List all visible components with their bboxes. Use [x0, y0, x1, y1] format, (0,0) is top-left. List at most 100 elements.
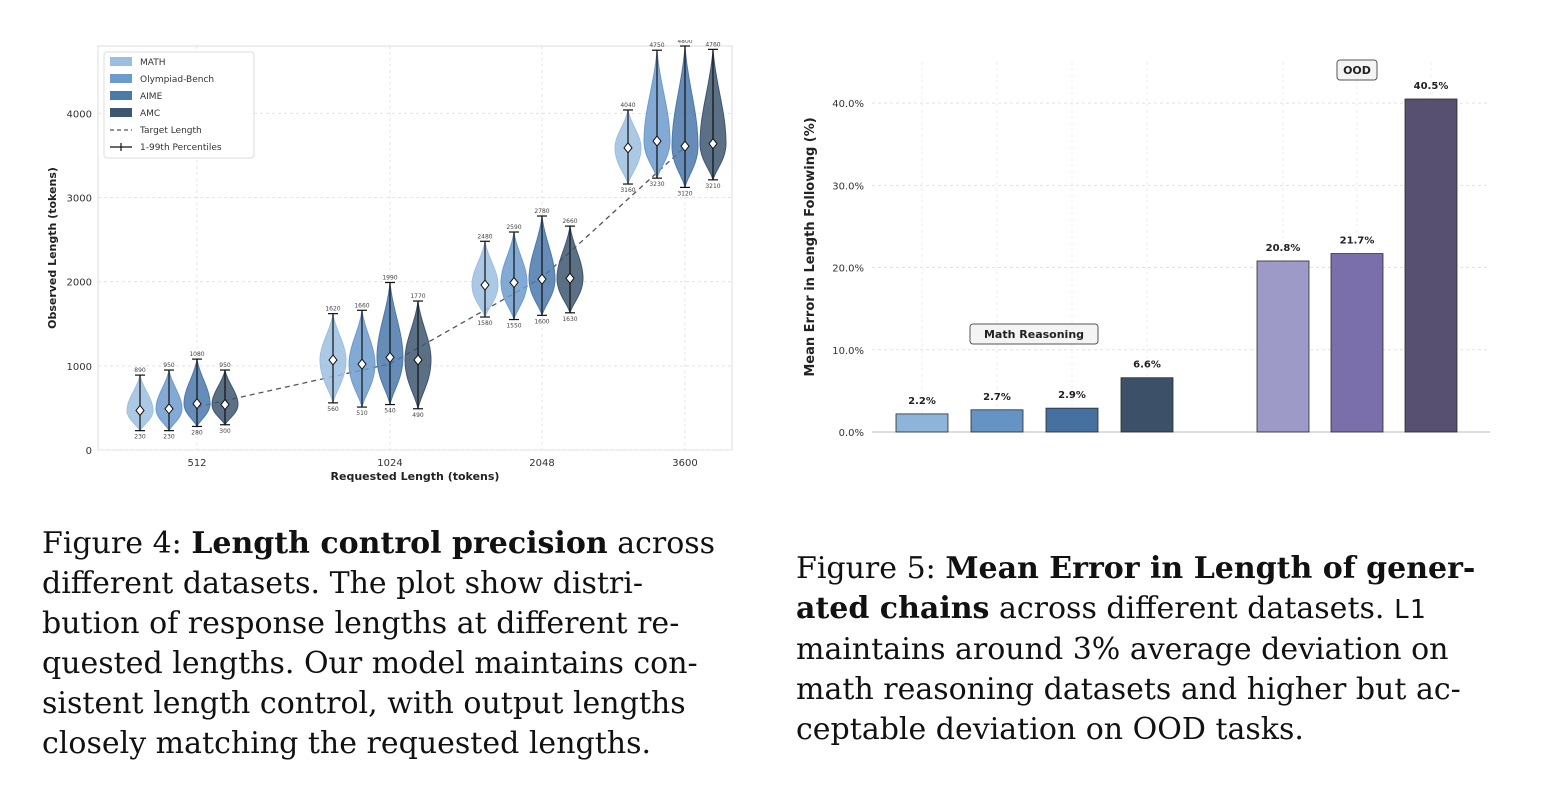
- p99-label: 4750: [649, 42, 664, 49]
- legend-label: AIME: [140, 92, 163, 102]
- legend-swatch: [110, 108, 132, 117]
- y-tick-label: 20.0%: [832, 264, 864, 275]
- bar-value-label: 2.7%: [983, 392, 1011, 403]
- median-marker: [192, 397, 202, 410]
- median-marker: [565, 272, 575, 285]
- y-tick-label: 0: [86, 446, 92, 457]
- caption-line: ated chains across different datasets. L…: [796, 589, 1492, 630]
- group-label-ood: OOD: [1336, 59, 1378, 81]
- group-label-text: OOD: [1343, 64, 1371, 77]
- caption-line: Figure 5: Mean Error in Length of gener-: [796, 549, 1492, 589]
- caption-line: closely matching the requested lengths.: [42, 726, 652, 761]
- bar: [1045, 407, 1099, 433]
- median-marker: [652, 135, 662, 147]
- p99-label: 1620: [325, 306, 340, 313]
- legend-swatch: [110, 57, 132, 66]
- group-label-box: [1336, 59, 1378, 81]
- median-marker: [413, 354, 423, 366]
- p99-label: 890: [134, 367, 146, 374]
- p99-label: 2780: [534, 208, 549, 215]
- y-tick-label: 3000: [67, 194, 92, 205]
- bar-value-label: 40.5%: [1414, 81, 1449, 92]
- bar-value-label: 2.2%: [908, 396, 936, 407]
- p1-label: 3120: [677, 190, 692, 197]
- caption-text: across: [617, 526, 716, 561]
- bar: [1256, 260, 1310, 433]
- bar: [970, 409, 1024, 433]
- p1-label: 510: [356, 410, 368, 417]
- bar-value-label: 20.8%: [1266, 243, 1301, 254]
- p99-label: 4760: [705, 41, 720, 48]
- p1-label: 230: [163, 434, 175, 441]
- figure-5-chart: 0.0% 10.0% 20.0% 30.0% 40.0% Mean Error in Le…: [803, 59, 1490, 439]
- legend: MATH Olympiad-Bench AIME AMC Target Length 1-…: [103, 51, 255, 159]
- p1-label: 540: [384, 408, 396, 415]
- p1-label: 1580: [477, 320, 492, 327]
- median-marker: [164, 402, 174, 415]
- p1-label: 280: [191, 429, 203, 436]
- figure-4-title: Length control precision: [191, 526, 608, 561]
- legend-label: Olympiad-Bench: [140, 75, 214, 85]
- p1-label: 560: [327, 406, 339, 413]
- legend-label: MATH: [140, 58, 166, 68]
- legend-label: AMC: [140, 109, 160, 119]
- caption-line: maintains around 3% average deviation on: [796, 632, 1449, 667]
- p1-label: 3210: [705, 183, 720, 190]
- p1-label: 3160: [620, 187, 635, 194]
- p99-label: 2660: [562, 218, 577, 225]
- median-marker: [135, 404, 145, 417]
- p1-label: 230: [134, 434, 146, 441]
- legend-swatch: [110, 91, 132, 100]
- target-length-line: [196, 146, 686, 408]
- p99-label: 1080: [189, 351, 204, 358]
- bar-value-label: 6.6%: [1133, 360, 1161, 371]
- p99-label: 2480: [477, 233, 492, 240]
- group-label-text: Math Reasoning: [984, 328, 1084, 341]
- y-axis-label: Mean Error in Length Following (%): [803, 117, 818, 376]
- y-tick-label: 1000: [67, 362, 92, 373]
- caption-line: ceptable deviation on OOD tasks.: [796, 712, 1304, 747]
- p1-label: 1630: [562, 316, 577, 323]
- y-tick-label: 2000: [67, 278, 92, 289]
- median-marker: [220, 398, 230, 411]
- p99-label: 1990: [382, 275, 397, 282]
- caption-line: sistent length control, with output leng…: [42, 686, 686, 721]
- caption-line: bution of response lengths at different …: [42, 606, 680, 641]
- figure-4-label: Figure 4:: [42, 526, 182, 561]
- p1-label: 3230: [649, 181, 664, 188]
- caption-line: different datasets. The plot show distri…: [42, 566, 643, 601]
- y-axis-label: Observed Length (tokens): [46, 167, 59, 329]
- x-tick-label: 1024: [377, 458, 402, 469]
- median-marker: [357, 358, 367, 370]
- group-label-math-reasoning: Math Reasoning: [969, 323, 1099, 345]
- y-tick-label: 40.0%: [832, 99, 864, 110]
- median-marker: [680, 140, 690, 152]
- median-marker: [537, 273, 547, 285]
- plot-area: [872, 62, 1490, 432]
- figure-5-label: Figure 5:: [796, 551, 936, 586]
- median-marker: [385, 351, 395, 364]
- p99-label: 4800: [677, 40, 692, 45]
- y-tick-label: 4000: [67, 109, 92, 120]
- median-marker: [328, 354, 338, 366]
- caption-line: math reasoning datasets and higher but a…: [796, 672, 1461, 707]
- legend-label: Target Length: [139, 126, 202, 136]
- x-tick-label: 512: [187, 458, 206, 469]
- model-name: L1: [1393, 595, 1426, 625]
- p1-label: 1550: [506, 323, 521, 330]
- p1-label: 1600: [534, 318, 549, 325]
- legend-swatch: [110, 74, 132, 83]
- figure-5-title: Mean Error in Length of gener-: [945, 551, 1476, 586]
- p1-label: 300: [219, 428, 231, 435]
- x-axis-label: Requested Length (tokens): [331, 470, 500, 483]
- legend-label: 1-99th Percentiles: [140, 143, 222, 153]
- y-tick-label: 0.0%: [839, 428, 864, 439]
- p1-label: 490: [412, 412, 424, 419]
- bar: [1120, 377, 1174, 433]
- p99-label: 4040: [620, 102, 635, 109]
- median-marker: [480, 279, 490, 291]
- bar: [895, 413, 949, 433]
- p99-label: 950: [163, 362, 175, 369]
- bar-value-label: 21.7%: [1340, 236, 1375, 247]
- legend-box: [103, 51, 255, 159]
